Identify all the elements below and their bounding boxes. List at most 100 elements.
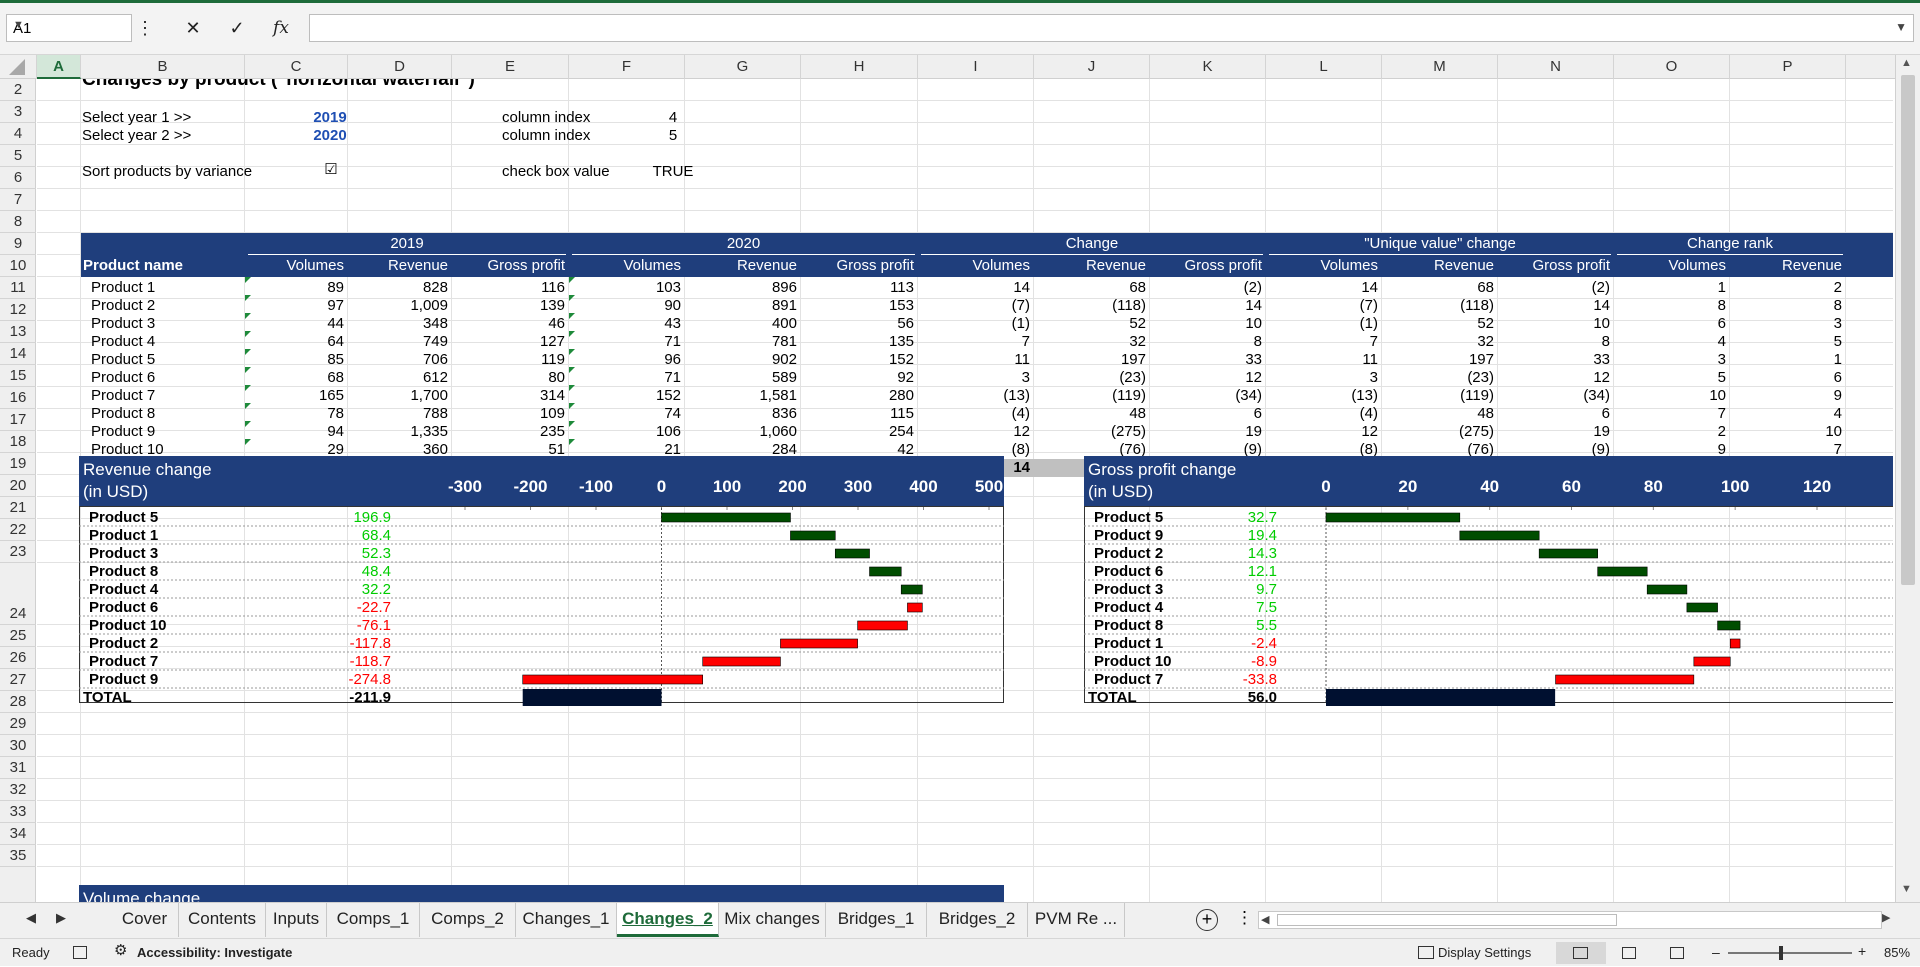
row-header-31[interactable]: 31	[0, 757, 36, 779]
table-cell[interactable]: 21	[664, 441, 681, 458]
sheet-tab-cover[interactable]: Cover	[111, 903, 179, 937]
column-header-i[interactable]: I	[918, 55, 1034, 79]
table-cell[interactable]: (8)	[1011, 441, 1030, 458]
table-cell[interactable]: 64	[327, 333, 344, 350]
table-cell[interactable]: 1,335	[410, 423, 448, 440]
column-header-j[interactable]: J	[1034, 55, 1150, 79]
row-header-17[interactable]: 17	[0, 409, 36, 431]
enter-icon[interactable]: ✓	[229, 18, 245, 38]
sheet-tab-changes-2[interactable]: Changes_2	[617, 903, 719, 937]
row-header-26[interactable]: 26	[0, 647, 36, 669]
table-cell[interactable]: 9	[1717, 441, 1726, 458]
waterfall-bar[interactable]	[1729, 638, 1741, 649]
table-cell[interactable]: 153	[888, 297, 914, 314]
table-cell-product[interactable]: Product 8	[91, 405, 156, 422]
table-cell[interactable]: 360	[422, 441, 448, 458]
table-cell[interactable]: 10	[1825, 423, 1842, 440]
vertical-scroll-thumb[interactable]	[1901, 75, 1915, 585]
accessibility-status[interactable]: Accessibility: Investigate	[137, 945, 293, 960]
table-cell[interactable]: 2	[1717, 423, 1726, 440]
row-header-19[interactable]: 19	[0, 453, 36, 475]
column-header-l[interactable]: L	[1266, 55, 1382, 79]
table-cell[interactable]: 1,009	[410, 297, 448, 314]
table-cell[interactable]: 8	[1601, 333, 1610, 350]
table-cell[interactable]: 891	[771, 297, 797, 314]
table-cell[interactable]: 116	[541, 279, 565, 296]
waterfall-bar[interactable]	[1325, 512, 1461, 523]
table-cell[interactable]: 7	[1833, 441, 1842, 458]
table-cell[interactable]: (4)	[1011, 405, 1030, 422]
table-cell[interactable]: 33	[1593, 351, 1610, 368]
row-header-16[interactable]: 16	[0, 387, 36, 409]
table-cell[interactable]: (7)	[1359, 297, 1378, 314]
table-cell[interactable]: 8	[1253, 333, 1262, 350]
table-cell[interactable]: 8	[1833, 297, 1842, 314]
waterfall-bar[interactable]	[1538, 548, 1598, 559]
zoom-slider-thumb[interactable]	[1779, 946, 1783, 960]
row-header-20[interactable]: 20	[0, 475, 36, 497]
table-cell-product[interactable]: Product 6	[91, 369, 156, 386]
horizontal-scrollbar[interactable]: ◀	[1258, 911, 1882, 929]
sheet-tab-inputs[interactable]: Inputs	[266, 903, 327, 937]
row-header-9[interactable]: 9	[0, 233, 36, 255]
sheet-tab-bridges-2[interactable]: Bridges_2	[927, 903, 1028, 937]
table-cell[interactable]: 254	[888, 423, 914, 440]
tab-scroll-left-icon[interactable]: ◀	[26, 910, 36, 925]
table-cell[interactable]: (118)	[1460, 297, 1494, 314]
gross-profit-change-chart[interactable]: Gross profit change (in USD) 0 20 40 60 80 10…	[1084, 456, 1893, 782]
table-cell[interactable]: 6	[1717, 315, 1726, 332]
table-cell[interactable]: 68	[327, 369, 344, 386]
table-cell[interactable]: 1	[1717, 279, 1726, 296]
table-cell[interactable]: 48	[1477, 405, 1494, 422]
column-header-e[interactable]: E	[452, 55, 569, 79]
row-header-22[interactable]: 22	[0, 519, 36, 541]
waterfall-bar[interactable]	[1555, 674, 1695, 685]
sheet-tab-pvm-re[interactable]: PVM Re ...	[1028, 903, 1125, 937]
table-cell[interactable]: 5	[1833, 333, 1842, 350]
table-cell[interactable]: (118)	[1112, 297, 1146, 314]
table-cell[interactable]: 89	[327, 279, 344, 296]
table-cell[interactable]: (7)	[1011, 297, 1030, 314]
zoom-slider[interactable]	[1728, 952, 1852, 954]
table-cell[interactable]: 12	[1013, 423, 1030, 440]
table-cell[interactable]: 348	[422, 315, 448, 332]
table-cell[interactable]: 280	[888, 387, 914, 404]
table-cell[interactable]: 12	[1361, 423, 1378, 440]
display-settings-icon[interactable]	[1418, 946, 1434, 959]
table-cell[interactable]: 1,700	[410, 387, 448, 404]
table-cell[interactable]: 139	[539, 297, 565, 314]
table-cell-product[interactable]: Product 2	[91, 297, 156, 314]
table-cell[interactable]: 3	[1833, 315, 1842, 332]
column-header-c[interactable]: C	[245, 55, 348, 79]
column-header-n[interactable]: N	[1498, 55, 1614, 79]
row-header-23[interactable]: 23	[0, 541, 36, 563]
table-cell[interactable]: 32	[1477, 333, 1494, 350]
table-cell[interactable]: 1,581	[759, 387, 797, 404]
tab-options-icon[interactable]: ⋮	[1236, 908, 1253, 927]
table-cell[interactable]: 29	[327, 441, 344, 458]
waterfall-bar[interactable]	[1686, 602, 1718, 613]
worksheet-grid[interactable]: Changes by product ("horizontal waterfal…	[37, 79, 1893, 902]
row-header-24[interactable]: 24	[0, 563, 36, 625]
waterfall-bar[interactable]	[1459, 530, 1540, 541]
row-header-33[interactable]: 33	[0, 801, 36, 823]
row-header-27[interactable]: 27	[0, 669, 36, 691]
column-header-m[interactable]: M	[1382, 55, 1498, 79]
table-cell[interactable]: 828	[422, 279, 448, 296]
table-cell[interactable]: 127	[539, 333, 565, 350]
table-cell[interactable]: 71	[664, 369, 681, 386]
table-cell[interactable]: 836	[771, 405, 797, 422]
total-bar[interactable]	[522, 689, 662, 706]
table-cell[interactable]: (2)	[1243, 279, 1262, 296]
accessibility-icon[interactable]: ⚙	[114, 942, 128, 959]
waterfall-bar[interactable]	[1597, 566, 1648, 577]
row-header-7[interactable]: 7	[0, 189, 36, 211]
hscroll-right-icon[interactable]: ▶	[1882, 912, 1891, 924]
tab-scroll-right-icon[interactable]: ▶	[56, 910, 66, 925]
table-cell[interactable]: 80	[548, 369, 565, 386]
expand-formula-icon[interactable]: ▼	[1895, 20, 1907, 34]
waterfall-bar[interactable]	[1646, 584, 1688, 595]
waterfall-bar[interactable]	[661, 512, 791, 523]
table-cell[interactable]: 11	[1014, 351, 1030, 368]
row-header-32[interactable]: 32	[0, 779, 36, 801]
